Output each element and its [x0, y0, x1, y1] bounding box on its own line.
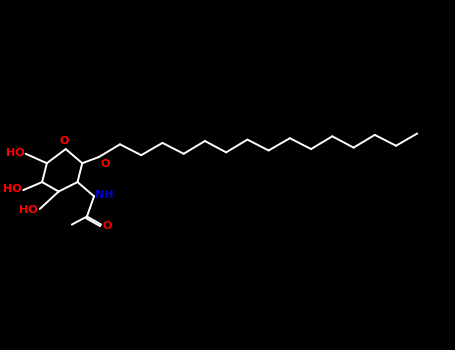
Text: HO: HO	[3, 184, 22, 194]
Text: HO: HO	[6, 148, 25, 158]
Text: O: O	[100, 160, 110, 169]
Text: HO: HO	[19, 205, 37, 215]
Text: O: O	[60, 136, 69, 146]
Text: O: O	[102, 221, 112, 231]
Text: NH: NH	[96, 190, 114, 200]
